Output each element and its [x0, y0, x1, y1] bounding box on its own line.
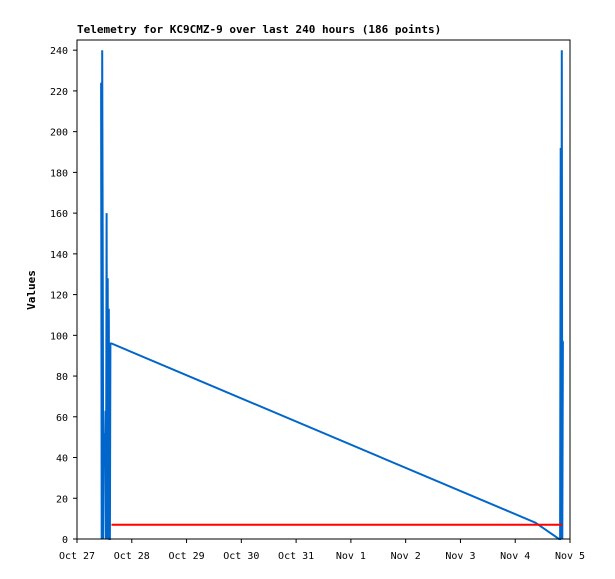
x-tick-label: Oct 29 — [168, 551, 204, 562]
y-tick-label: 220 — [50, 87, 68, 98]
y-tick-label: 120 — [50, 291, 68, 302]
x-tick-label: Nov 4 — [500, 551, 530, 562]
y-tick-label: 60 — [56, 413, 68, 424]
y-axis-ticks: 0 20 40 60 80 100 120 140 160 180 200 220 240 — [50, 46, 77, 546]
y-tick-label: 100 — [50, 331, 68, 342]
plot-frame — [76, 39, 571, 540]
series-line-1 — [100, 50, 564, 540]
y-tick-label: 140 — [50, 250, 68, 261]
y-tick-label: 200 — [50, 128, 68, 139]
x-tick-label: Nov 2 — [391, 551, 421, 562]
x-tick-label: Nov 3 — [445, 551, 475, 562]
y-tick-label: 80 — [56, 372, 68, 383]
x-tick-label: Oct 28 — [114, 551, 150, 562]
y-tick-label: 160 — [50, 209, 68, 220]
x-tick-label: Nov 1 — [336, 551, 366, 562]
series-layer — [100, 50, 564, 540]
x-tick-label: Nov 5 — [555, 551, 585, 562]
y-axis-label: Values — [25, 270, 38, 310]
y-tick-label: 40 — [56, 454, 68, 465]
chart-title: Telemetry for KC9CMZ-9 over last 240 hou… — [77, 23, 442, 36]
y-tick-label: 0 — [62, 535, 68, 546]
x-tick-label: Oct 31 — [278, 551, 314, 562]
y-tick-label: 20 — [56, 494, 68, 505]
y-tick-label: 180 — [50, 168, 68, 179]
x-axis-ticks: Oct 27 Oct 28 Oct 29 Oct 30 Oct 31 Nov 1 Nov 2… — [59, 539, 585, 562]
x-tick-label: Oct 30 — [223, 551, 259, 562]
x-tick-label: Oct 27 — [59, 551, 95, 562]
y-tick-label: 240 — [50, 46, 68, 57]
